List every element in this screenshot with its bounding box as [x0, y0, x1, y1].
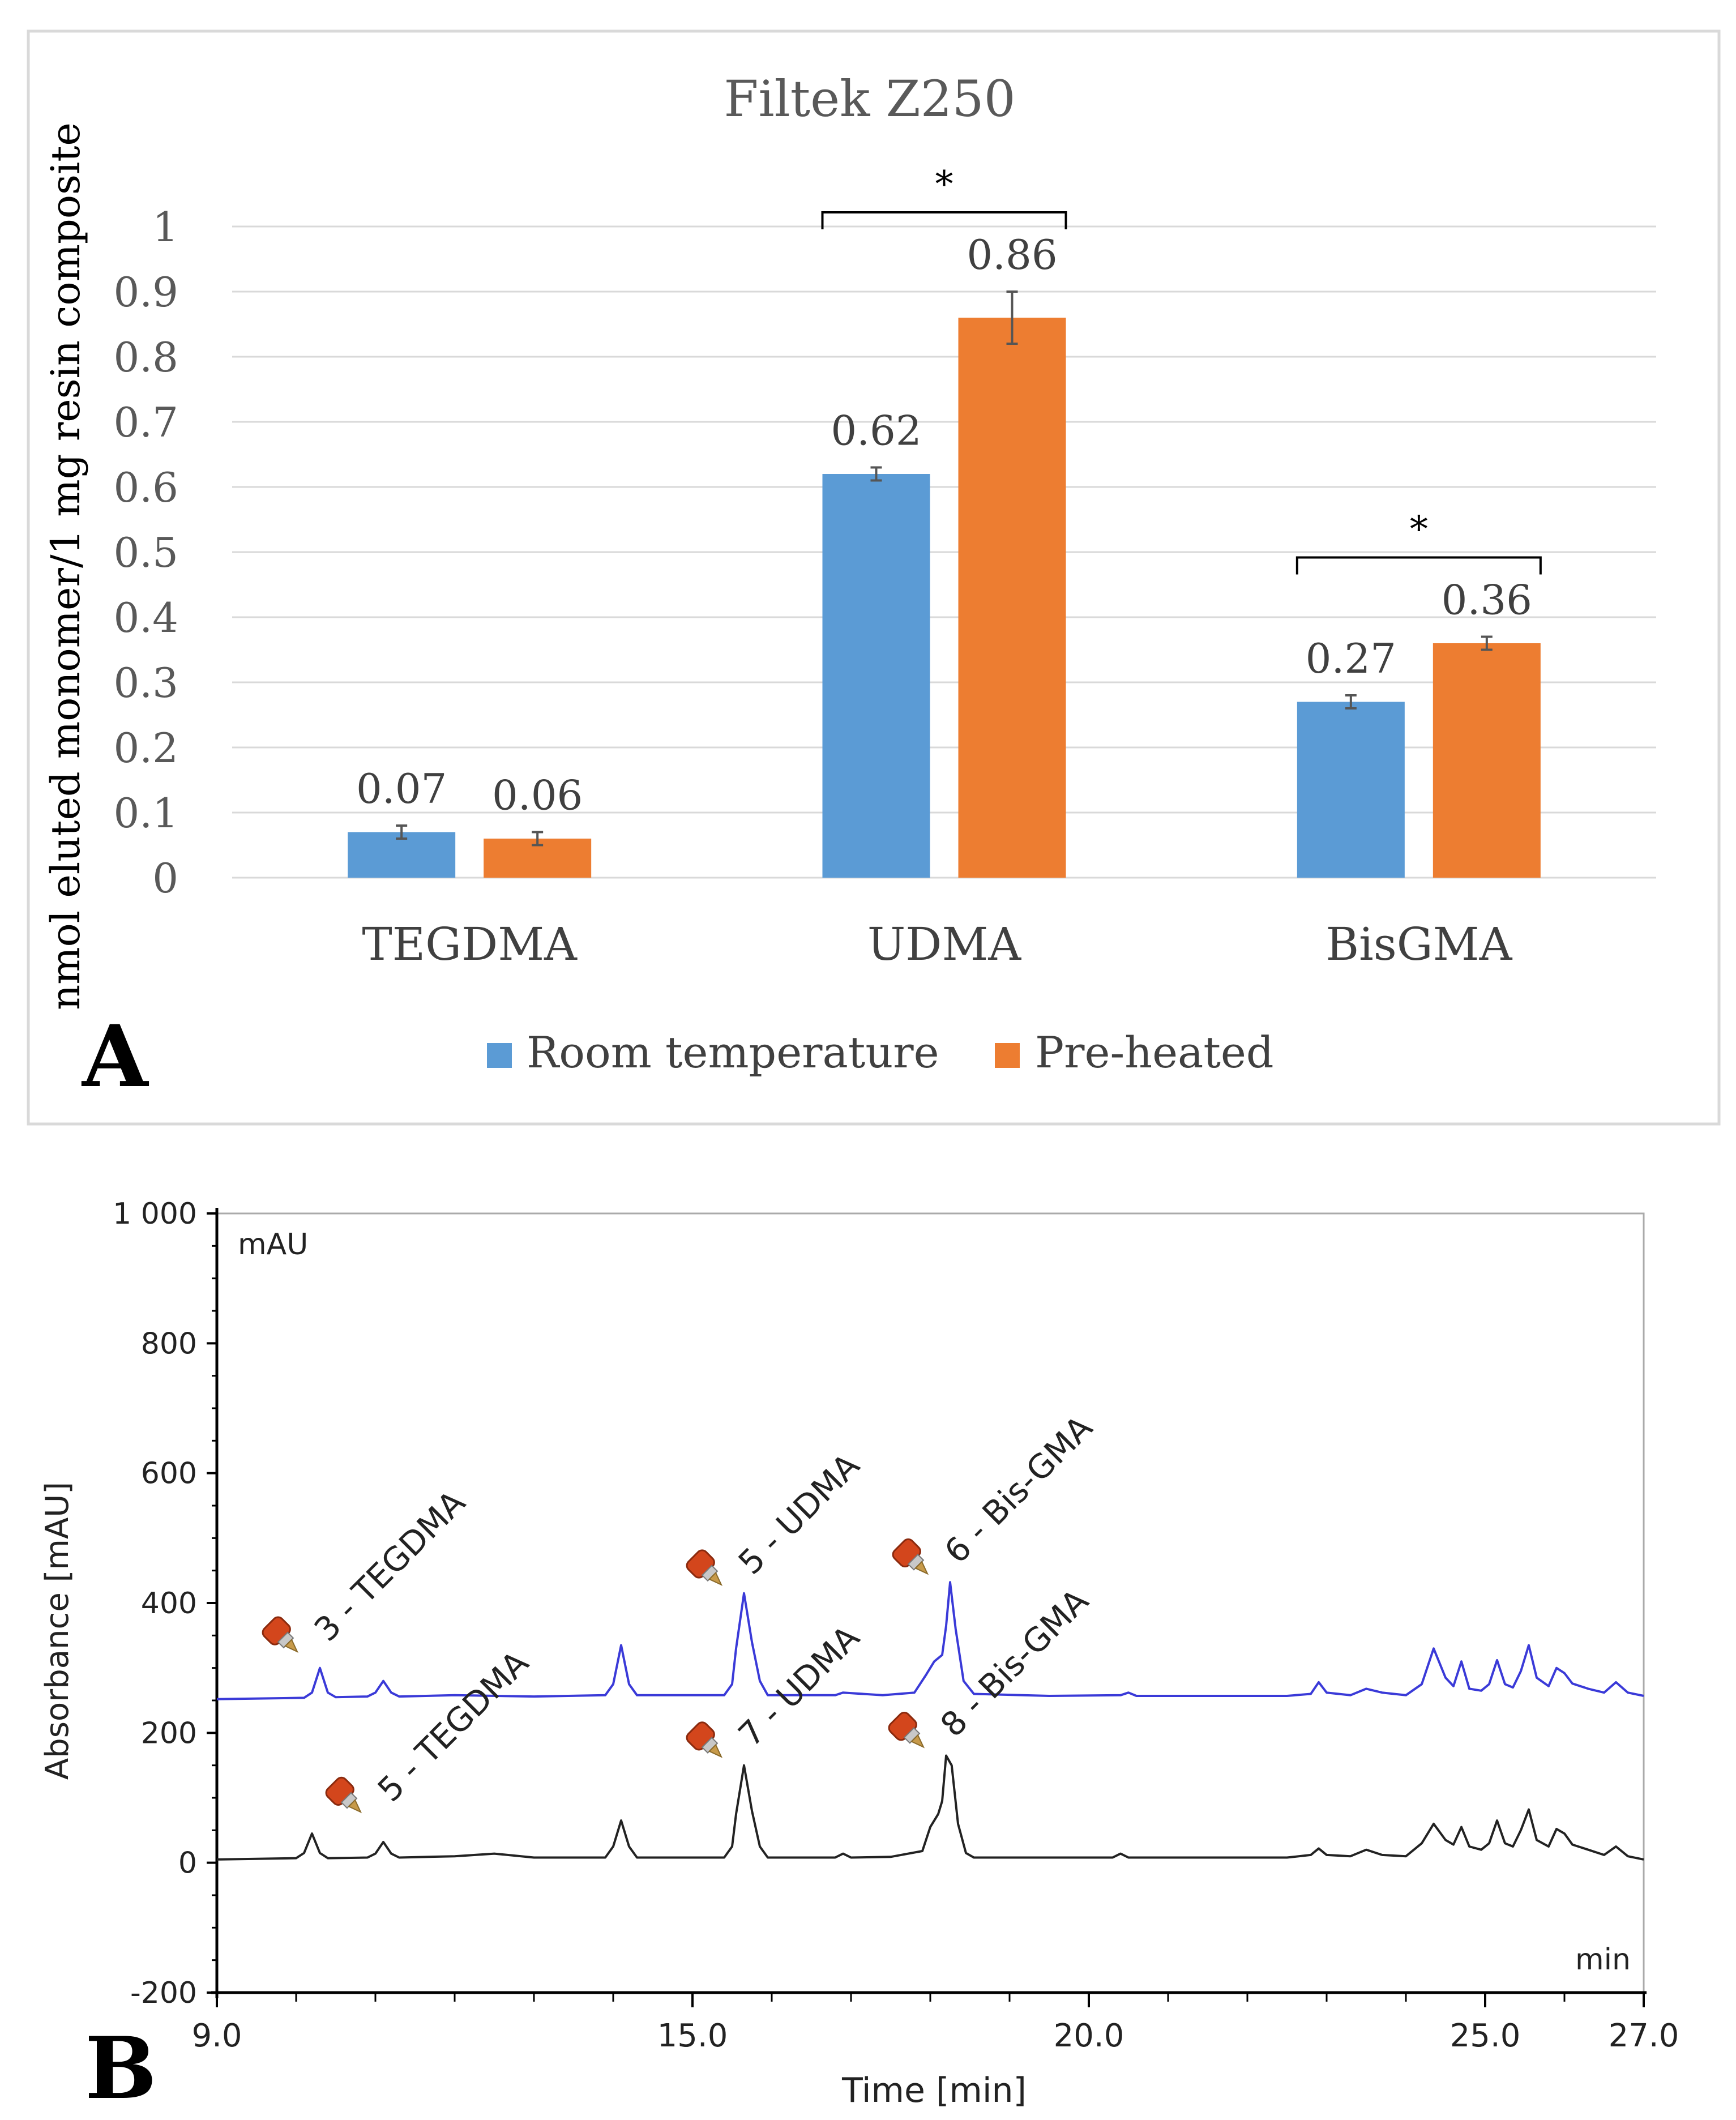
peak-marker-icon: [262, 1616, 299, 1653]
y-tick-label: 1 000: [113, 1197, 197, 1231]
y-tick-label: 0.7: [113, 399, 178, 446]
legend-swatch-pre-heated: [995, 1043, 1020, 1068]
category-label-bisgma: BisGMA: [1325, 918, 1512, 971]
bars: [348, 318, 1541, 878]
error-bar-room-temperature-tegdma: [396, 824, 408, 840]
y-tick-label: 0: [178, 1847, 197, 1880]
x-tick-label: 25.0: [1450, 2018, 1521, 2054]
significance-marker-udma: *: [935, 164, 953, 206]
peak-marker-icon: [888, 1712, 925, 1749]
error-bar-room-temperature-udma: [870, 466, 882, 482]
x-unit-label: min: [1575, 1943, 1631, 1977]
y-axis-ticks: 0 0.1 0.2 0.3 0.4 0.5 0.6 0.7 0.8 0.9 1: [113, 203, 178, 902]
y-axis-label: Absorbance [mAU]: [39, 1482, 76, 1780]
y-tick-label: 0.4: [113, 594, 178, 642]
significance-bracket-bisgma: [1295, 556, 1542, 575]
significance-marker-bisgma: *: [1410, 509, 1428, 551]
legend-label-pre-heated: Pre-heated: [1035, 1027, 1274, 1078]
category-labels: TEGDMA UDMA BisGMA: [362, 918, 1512, 971]
chromatogram-traces: [216, 1581, 1644, 1861]
legend-label-room-temperature: Room temperature: [527, 1027, 939, 1078]
x-axis-label: Time [min]: [841, 2071, 1027, 2110]
data-label-room-temperature-tegdma: 0.07: [356, 765, 447, 813]
x-axis-ticks: 9.0 15.0 20.0 25.0 27.0: [191, 1993, 1679, 2054]
bar-room-temperature-bisgma: [1297, 702, 1405, 878]
significance-brackets: **: [821, 164, 1542, 575]
gridlines: [232, 225, 1656, 879]
bar-pre-heated-udma: [958, 318, 1066, 878]
bar-pre-heated-bisgma: [1433, 643, 1541, 878]
panel-label-a: A: [81, 1007, 149, 1106]
y-tick-label: -200: [130, 1976, 197, 2010]
x-tick-label: 20.0: [1054, 2018, 1124, 2054]
chart-title: Filtek Z250: [724, 70, 1015, 128]
y-tick-label: 0: [152, 854, 178, 902]
error-bar-pre-heated-bisgma: [1481, 635, 1493, 651]
data-label-room-temperature-bisgma: 0.27: [1306, 635, 1396, 682]
y-unit-label: mAU: [238, 1228, 308, 1262]
trace-upper-trace: [216, 1581, 1644, 1700]
panel-b: mAU min Absorbance [mAU] Time [min] 1 00…: [39, 1197, 1679, 2118]
data-label-pre-heated-udma: 0.86: [967, 231, 1057, 279]
trace-lower-trace: [216, 1754, 1644, 1861]
data-label-room-temperature-udma: 0.62: [831, 407, 921, 455]
y-tick-label: 200: [141, 1716, 197, 1750]
panel-label-b: B: [85, 2019, 157, 2118]
y-tick-label: 400: [141, 1587, 197, 1621]
legend: Room temperature Pre-heated: [487, 1027, 1274, 1078]
y-tick-label: 1: [152, 203, 178, 251]
x-tick-label: 27.0: [1609, 2018, 1679, 2054]
x-tick-label: 15.0: [657, 2018, 728, 2054]
error-bar-pre-heated-udma: [1006, 290, 1018, 345]
y-tick-label: 0.2: [113, 724, 178, 772]
data-label-pre-heated-bisgma: 0.36: [1442, 576, 1532, 624]
y-tick-label: 0.5: [113, 529, 178, 576]
y-axis-label: nmol eluted monomer/1 mg resin composite: [42, 122, 89, 1010]
data-labels: 0.07 0.06 0.62 0.86 0.27 0.36: [356, 231, 1532, 819]
category-label-tegdma: TEGDMA: [362, 918, 578, 971]
error-bar-pre-heated-tegdma: [532, 831, 544, 847]
y-tick-label: 0.8: [113, 334, 178, 381]
error-bar-room-temperature-bisgma: [1345, 694, 1357, 709]
bar-room-temperature-udma: [822, 474, 930, 878]
peak-marker-icon: [686, 1721, 723, 1758]
y-tick-label: 0.3: [113, 659, 178, 707]
data-label-pre-heated-tegdma: 0.06: [492, 772, 583, 819]
peak-marker-icon: [325, 1776, 362, 1814]
y-tick-label: 0.6: [113, 464, 178, 511]
y-tick-label: 0.9: [113, 268, 178, 316]
y-axis-ticks: 1 000 800 600 400 200 0 -200: [113, 1197, 217, 2010]
peak-marker-icon: [686, 1549, 723, 1586]
y-tick-label: 800: [141, 1327, 197, 1361]
significance-bracket-udma: [821, 211, 1067, 229]
peak-marker-icon: [892, 1538, 929, 1575]
category-label-udma: UDMA: [867, 918, 1021, 971]
error-bars: [396, 290, 1493, 847]
plot-frame: [216, 1212, 1645, 1994]
panel-a: Filtek Z250 nmol eluted monomer/1 mg res…: [27, 29, 1721, 1126]
y-tick-label: 0.1: [113, 789, 178, 837]
x-tick-label: 9.0: [191, 2018, 242, 2054]
y-tick-label: 600: [141, 1457, 197, 1491]
legend-swatch-room-temperature: [487, 1043, 512, 1068]
